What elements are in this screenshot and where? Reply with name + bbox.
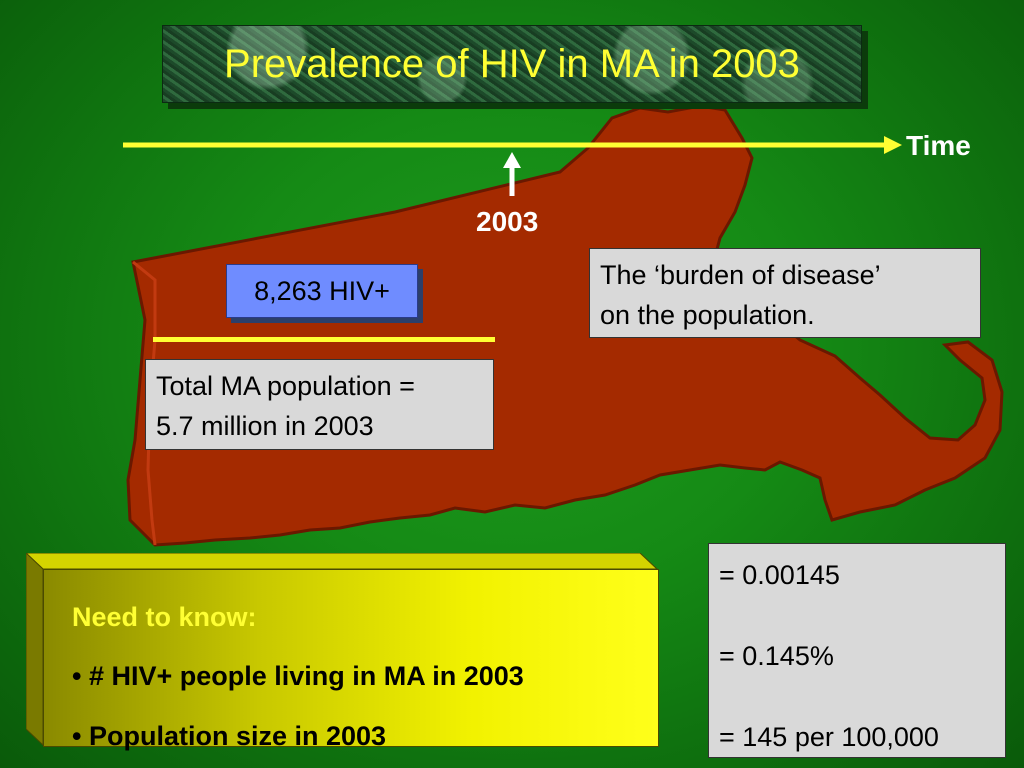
need-to-know-bullet-2: • Population size in 2003 (72, 721, 387, 751)
result-per-100000: = 145 per 100,000 (719, 722, 939, 752)
numerator-text: 8,263 HIV+ (254, 275, 390, 306)
timeline-arrowhead (884, 136, 902, 154)
page-title: Prevalence of HIV in MA in 2003 (224, 41, 800, 86)
result-percent: = 0.145% (719, 641, 834, 671)
need-box-face: Need to know: • # HIV+ people living in … (43, 569, 659, 751)
burden-note-box: The ‘burden of disease’ on the populatio… (589, 248, 981, 338)
burden-note-line-2: on the population. (600, 300, 815, 330)
result-decimal: = 0.00145 (719, 560, 840, 590)
burden-note-line-1: The ‘burden of disease’ (600, 260, 881, 290)
fraction-bar (153, 337, 495, 342)
title-banner: Prevalence of HIV in MA in 2003 (162, 25, 862, 103)
denominator-line-1: Total MA population = (156, 371, 415, 401)
year-marker-arrowhead (503, 152, 521, 168)
results-box: = 0.00145 = 0.145% = 145 per 100,000 (708, 543, 1006, 758)
numerator-box: 8,263 HIV+ (226, 264, 418, 318)
need-to-know-box: Need to know: • # HIV+ people living in … (26, 553, 659, 751)
need-to-know-heading: Need to know: (72, 602, 257, 632)
time-axis-label: Time (906, 130, 971, 161)
denominator-line-2: 5.7 million in 2003 (156, 411, 374, 441)
year-marker-label: 2003 (476, 206, 539, 237)
denominator-box: Total MA population = 5.7 million in 200… (145, 359, 494, 450)
need-to-know-bullet-1: • # HIV+ people living in MA in 2003 (72, 661, 524, 691)
